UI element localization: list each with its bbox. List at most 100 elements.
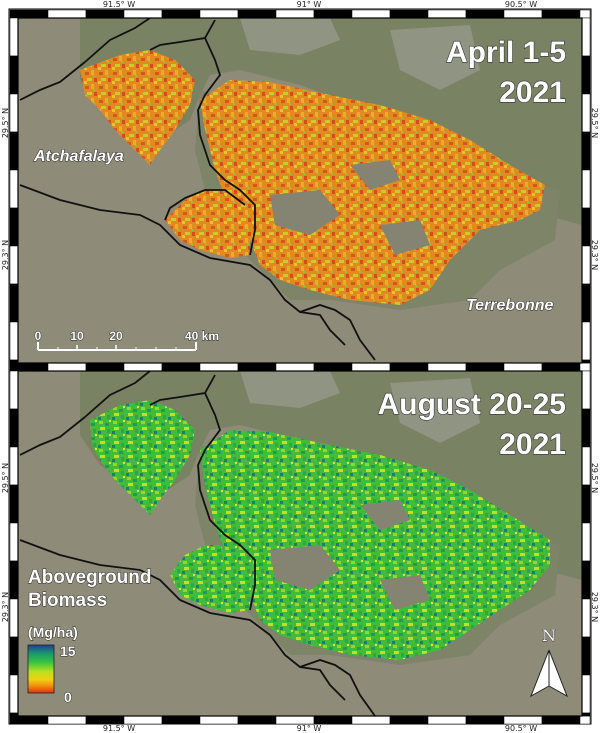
border-segment — [9, 55, 19, 95]
legend-title-line2: Biomass — [28, 590, 107, 611]
border-segment — [541, 362, 581, 372]
border-segment — [47, 9, 87, 19]
border-segment — [465, 9, 505, 19]
border-segment — [237, 362, 277, 372]
biomass-raster-atchafalaya — [80, 50, 195, 165]
lat-label: 29.3° N — [1, 592, 10, 622]
border-segment — [465, 362, 505, 372]
border-segment — [9, 17, 19, 57]
border-segment — [161, 715, 201, 725]
north-arrow-label: N — [542, 626, 556, 645]
graticule-borders — [9, 9, 591, 725]
lon-label: 91° W — [297, 724, 322, 733]
border-segment — [581, 408, 591, 448]
border-segment — [9, 446, 19, 486]
panel-title-line1: August 20-25 — [378, 388, 566, 421]
border-segment — [541, 715, 581, 725]
lat-label: 29.5° N — [1, 108, 10, 138]
border-segment — [9, 169, 19, 209]
coastline — [19, 184, 346, 346]
parish-boundary — [19, 416, 86, 456]
border-segment — [581, 207, 591, 247]
border-segment — [581, 17, 591, 57]
border-segment — [313, 715, 353, 725]
border-segment — [275, 715, 315, 725]
border-segment — [351, 362, 391, 372]
border-segment — [9, 636, 19, 676]
border-segment — [465, 715, 505, 725]
coastline — [19, 539, 346, 701]
border-segment — [581, 131, 591, 171]
border-segment — [9, 712, 19, 717]
lake — [270, 190, 340, 235]
border-segment — [427, 715, 467, 725]
north-arrow-icon: N — [530, 626, 568, 698]
place-label-terrebonne: Terrebonne — [466, 297, 554, 314]
border-segment — [581, 598, 591, 638]
border-segment — [237, 715, 277, 725]
panel-title-line2: 2021 — [499, 428, 566, 461]
map-panel-april: April 1-5 2021 Atchafalaya Terrebonne 0 … — [18, 18, 582, 363]
border-segment — [9, 245, 19, 285]
scale-label: 40 km — [185, 329, 219, 343]
border-segment — [313, 362, 353, 372]
biomass-raster-terrebonne — [200, 430, 550, 660]
city-area — [240, 18, 480, 90]
legend: Aboveground Biomass (Mg/ha) 15 0 — [28, 567, 152, 706]
border-segment — [581, 446, 591, 486]
place-label-atchafalaya: Atchafalaya — [33, 148, 124, 165]
border-segment — [199, 715, 239, 725]
panel-title-line2: 2021 — [499, 76, 566, 109]
border-segment — [9, 560, 19, 600]
border-segment — [503, 362, 543, 372]
biomass-raster-terrebonne — [200, 80, 545, 305]
border-segment — [9, 207, 19, 247]
border-segment — [199, 9, 239, 19]
border-segment — [123, 362, 163, 372]
biomass-raster-wax-lake — [165, 190, 250, 258]
scale-bar: 0 10 20 40 km — [34, 329, 219, 351]
border-segment — [9, 9, 49, 19]
border-segment — [503, 9, 543, 19]
border-segment — [581, 484, 591, 524]
border-segment — [579, 715, 591, 725]
lat-label: 29.5° N — [1, 463, 10, 493]
border-segment — [9, 359, 19, 364]
border-segment — [581, 169, 591, 209]
lon-label: 91.5° W — [103, 724, 135, 733]
left-lat-labels: 29.5° N 29.3° N 29.5° N 29.3° N — [1, 108, 10, 622]
border-segment — [161, 9, 201, 19]
border-segment — [313, 9, 353, 19]
lon-label: 91° W — [297, 0, 322, 9]
border-segment — [351, 715, 391, 725]
border-segment — [237, 9, 277, 19]
panel-title-line1: April 1-5 — [446, 36, 566, 69]
border-segment — [581, 283, 591, 323]
border-segment — [427, 9, 467, 19]
border-segment — [9, 484, 19, 524]
parish-boundary — [164, 189, 246, 221]
border-segment — [581, 522, 591, 562]
coastline — [299, 659, 376, 716]
parish-boundary — [84, 18, 256, 256]
border-segment — [581, 712, 591, 717]
border-segment — [581, 560, 591, 600]
border-segment — [9, 674, 19, 714]
border-segment — [427, 362, 467, 372]
scale-label: 0 — [35, 329, 42, 343]
border-segment — [85, 715, 125, 725]
map-panel-august: August 20-25 2021 Aboveground Biomass (M… — [18, 371, 582, 716]
lake — [350, 160, 400, 190]
border-segment — [579, 9, 591, 19]
lat-label: 29.3° N — [590, 592, 599, 622]
border-segment — [123, 9, 163, 19]
legend-min-label: 0 — [64, 689, 72, 705]
parish-boundary — [19, 61, 86, 101]
border-segment — [351, 9, 391, 19]
lat-label: 29.5° N — [590, 108, 599, 138]
border-segment — [47, 715, 87, 725]
border-segment — [389, 9, 429, 19]
lake — [270, 545, 340, 590]
legend-unit: (Mg/ha) — [28, 624, 78, 640]
border-segment — [9, 283, 19, 323]
